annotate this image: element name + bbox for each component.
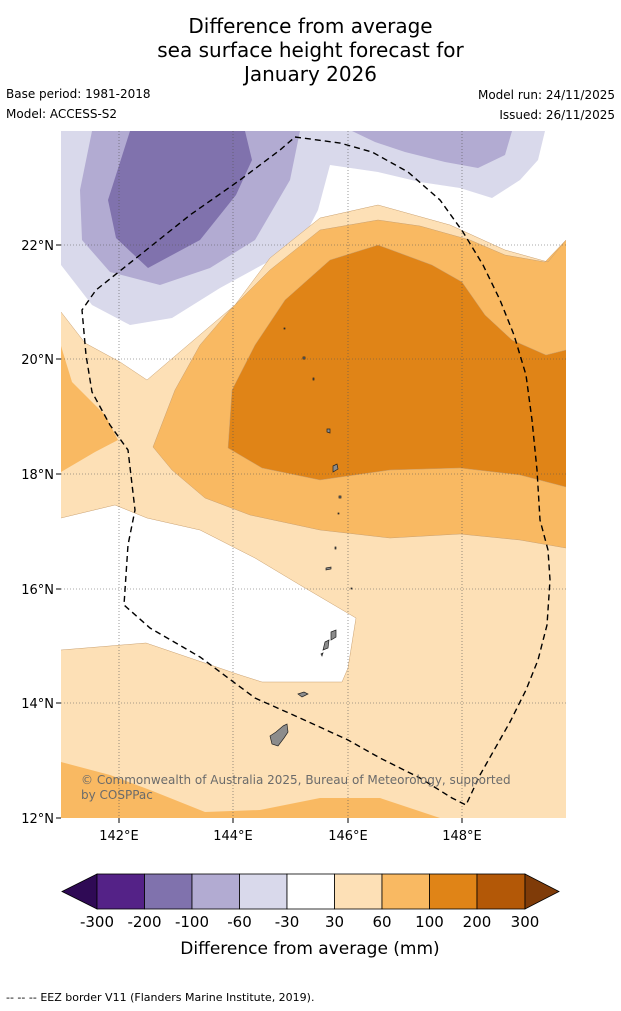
model-run-date: Model run: 24/11/2025 [477, 88, 615, 102]
island-agrihan [326, 428, 331, 434]
map-panel: © Commonwealth of Australia 2025, Bureau… [61, 131, 566, 818]
lat-label-14n: 14°N [21, 697, 54, 712]
lon-label-144e: 144°E [213, 829, 253, 844]
issued-date: Issued: 26/11/2025 [499, 108, 615, 122]
lat-label-16n: 16°N [21, 583, 54, 598]
lon-label-142e: 142°E [99, 829, 139, 844]
island-maug [302, 356, 306, 360]
colorbar-label: 100 [415, 913, 444, 931]
base-period: Base period: 1981-2018 [6, 87, 151, 101]
contour-lines [61, 204, 566, 683]
lat-label-18n: 18°N [21, 468, 54, 483]
colorbar-label: -30 [275, 913, 300, 931]
colorbar-segment-neg-200-100 [144, 873, 193, 910]
contour-pos-100-200 [228, 245, 566, 487]
island-pagan [332, 463, 339, 473]
contour-pos-60-100-west [61, 346, 118, 472]
colorbar-tick-labels: -300 -200 -100 -60 -30 30 60 100 200 300 [80, 913, 539, 931]
colorbar-segment-pos-200-300 [476, 873, 526, 910]
contour-neg-100-60-east [352, 131, 512, 168]
axis-ticks [56, 244, 463, 823]
colorbar-label: 200 [463, 913, 492, 931]
title-line-3: January 2026 [243, 62, 378, 86]
island-guguan [337, 512, 340, 515]
colorbar-label: -300 [80, 913, 114, 931]
latitude-labels: 22°N 20°N 18°N 16°N 14°N 12°N [21, 239, 54, 827]
colorbar-label: 30 [325, 913, 344, 931]
island-saipan [330, 629, 337, 641]
copyright-line-2: by COSPPac [81, 788, 153, 802]
islands [269, 327, 353, 747]
colorbar-segment-pos-30-60 [334, 873, 383, 910]
lat-label-22n: 22°N [21, 239, 54, 254]
island-tinian [322, 639, 330, 651]
colorbar-label: -200 [127, 913, 161, 931]
contour-pos-60-100-south [61, 762, 440, 818]
island-asuncion [312, 377, 315, 381]
colorbar-segment-pos-60-100 [381, 873, 430, 910]
island-farallon-de-pajaros [283, 327, 286, 330]
copyright-line-1: © Commonwealth of Australia 2025, Bureau… [81, 773, 511, 787]
colorbar-label: -60 [227, 913, 252, 931]
island-farallon-de-medinilla [350, 587, 353, 590]
colorbar [61, 873, 560, 910]
colorbar-label: 300 [511, 913, 540, 931]
island-anatahan [325, 566, 332, 571]
contour-pos-30-60-southeast [525, 780, 566, 818]
eez-legend-text: EEZ border V11 (Flanders Marine Institut… [40, 991, 315, 1004]
eez-border [81, 136, 551, 806]
colorbar-segment-neg-300-200 [96, 873, 145, 910]
lon-label-146e: 146°E [328, 829, 368, 844]
colorbar-label: -100 [175, 913, 209, 931]
lon-label-148e: 148°E [442, 829, 482, 844]
colorbar-segment-pos-100-200 [429, 873, 478, 910]
lat-label-20n: 20°N [21, 353, 54, 368]
grid-lines [61, 131, 566, 818]
model-name: Model: ACCESS-S2 [6, 107, 118, 121]
colorbar-segment-neutral [286, 873, 335, 910]
colorbar-segment-neg-60-30 [239, 873, 288, 910]
island-aguijan [320, 652, 324, 657]
colorbar-label: 60 [372, 913, 391, 931]
island-alamagan [338, 495, 342, 499]
eez-legend-symbol: -- -- -- [6, 991, 37, 1004]
title-line-2: sea surface height forecast for [157, 38, 464, 62]
island-sarigan [334, 546, 337, 550]
footer-legend: -- -- -- EEZ border V11 (Flanders Marine… [6, 991, 314, 1004]
colorbar-title: Difference from average (mm) [180, 939, 439, 959]
longitude-labels: 142°E 144°E 146°E 148°E [99, 829, 482, 844]
chart-title: Difference from average sea surface heig… [0, 14, 621, 86]
lat-label-12n: 12°N [21, 812, 54, 827]
colorbar-arrow-low [61, 873, 98, 910]
title-line-1: Difference from average [188, 14, 433, 38]
colorbar-arrow-high [524, 873, 560, 910]
island-rota [297, 691, 309, 698]
colorbar-segment-neg-100-60 [191, 873, 240, 910]
island-guam [269, 723, 289, 747]
contour-neg-200-100 [108, 131, 252, 268]
